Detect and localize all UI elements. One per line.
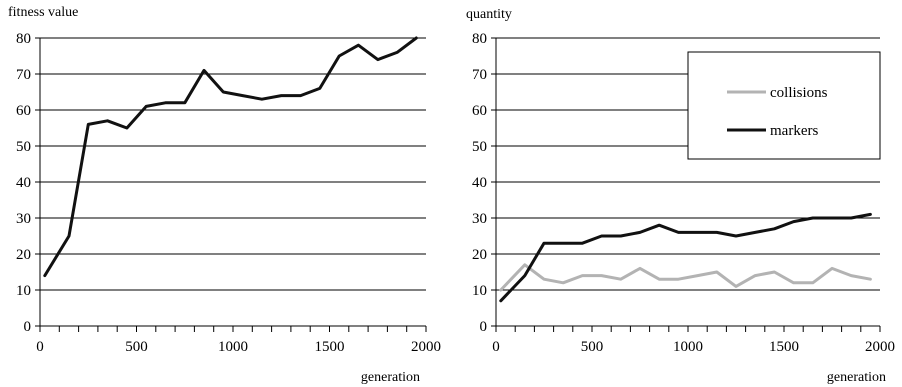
legend-label-collisions: collisions (770, 85, 828, 101)
y-tick-label: 10 (472, 283, 487, 299)
y-tick-label: 60 (472, 103, 487, 119)
y-tick-label: 20 (472, 247, 487, 263)
chart-1: 0 10 20 30 40 50 60 70 80 0 500 1000 1500 2000 fitness… (8, 5, 441, 385)
y-tick-label: 10 (16, 283, 31, 299)
y-tick-label: 0 (480, 319, 488, 335)
y-tick-label: 80 (472, 31, 487, 47)
y-tick-label: 20 (16, 247, 31, 263)
x-tick-label: 0 (492, 339, 500, 355)
x-tick-label: 1500 (769, 339, 799, 355)
y-tick-label: 70 (472, 67, 487, 83)
series-line-markers (499, 212, 872, 303)
y-tick-label: 50 (16, 139, 31, 155)
y-tick-label: 0 (24, 319, 32, 335)
y-axis-label: quantity (466, 7, 512, 22)
x-tick-label: 2000 (865, 339, 895, 355)
y-tick-label: 50 (472, 139, 487, 155)
y-tick-label: 40 (472, 175, 487, 191)
series-line-collisions (499, 263, 872, 292)
x-tick-label: 500 (125, 339, 148, 355)
legend-box (687, 51, 881, 160)
x-tick-label: 2000 (411, 339, 441, 355)
x-axis-label: generation (361, 370, 420, 385)
y-tick-label: 40 (16, 175, 31, 191)
chart-2: 0 10 20 30 40 50 60 70 80 0 500 1000 1500 2000 quantit… (466, 7, 895, 385)
legend: collisions markers (687, 51, 881, 160)
y-tick-label: 80 (16, 31, 31, 47)
y-tick-label: 70 (16, 67, 31, 83)
y-axis-label: fitness value (8, 5, 78, 20)
series-line-fitness (43, 36, 418, 278)
x-tick-label: 1500 (315, 339, 345, 355)
y-tick-label: 60 (16, 103, 31, 119)
x-tick-label: 1000 (673, 339, 703, 355)
y-tick-label: 30 (472, 211, 487, 227)
x-tick-label: 0 (36, 339, 44, 355)
legend-label-markers: markers (770, 123, 818, 139)
y-tick-label: 30 (16, 211, 31, 227)
x-tick-label: 1000 (218, 339, 248, 355)
x-tick-label: 500 (581, 339, 604, 355)
x-axis-label: generation (827, 370, 886, 385)
